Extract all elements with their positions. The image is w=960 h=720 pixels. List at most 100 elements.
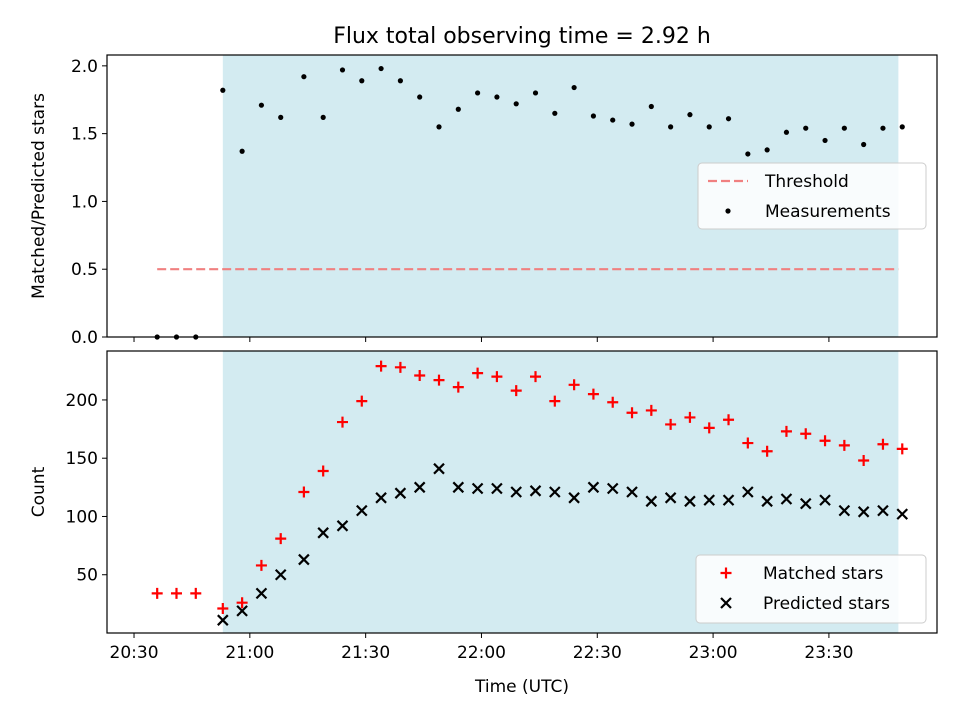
predicted-star-point bbox=[703, 494, 716, 506]
measurement-point bbox=[258, 102, 265, 108]
matched-star-point bbox=[819, 435, 831, 447]
measurement-point bbox=[706, 124, 712, 130]
predicted-star-point bbox=[510, 486, 522, 498]
matched-star-point bbox=[761, 445, 773, 457]
x-axis-label: Time (UTC) bbox=[474, 677, 569, 697]
measurement-point bbox=[278, 114, 284, 120]
predicted-star-point bbox=[375, 492, 387, 504]
matched-star-point bbox=[491, 371, 503, 383]
matched-star-point bbox=[217, 603, 229, 615]
predicted-star-point bbox=[255, 587, 268, 600]
predicted-star-point bbox=[394, 487, 407, 499]
measurement-point bbox=[610, 117, 616, 123]
measurement-point bbox=[648, 103, 654, 110]
y-tick-label: 1.5 bbox=[71, 125, 98, 145]
chart-title: Flux total observing time = 2.92 h bbox=[333, 24, 711, 49]
x-tick-label: 20:30 bbox=[110, 643, 159, 663]
bottom-panel: 50 100 150 200 20:30 21:00 21:30 22:00 22:30 23:0… bbox=[29, 350, 938, 697]
predicted-star-point bbox=[664, 492, 677, 504]
y-tick-label: 1.0 bbox=[71, 192, 98, 212]
matched-star-point bbox=[151, 587, 163, 599]
measurement-point bbox=[880, 125, 886, 131]
legend-matched-swatch bbox=[720, 567, 732, 579]
matched-star-point bbox=[414, 369, 426, 381]
legend-predicted-label: Predicted stars bbox=[763, 594, 890, 614]
matched-star-point bbox=[298, 486, 310, 498]
matched-star-point bbox=[472, 367, 484, 379]
matched-star-point bbox=[236, 597, 248, 609]
measurement-point bbox=[899, 124, 905, 130]
predicted-star-point bbox=[742, 486, 754, 498]
y-tick-label: 50 bbox=[76, 566, 98, 586]
measurement-point bbox=[745, 151, 751, 157]
predicted-star-point bbox=[799, 497, 812, 510]
y-tick-label: 0.0 bbox=[71, 328, 98, 348]
measurement-point bbox=[301, 74, 307, 80]
measurement-point bbox=[359, 78, 365, 84]
plot-frame bbox=[106, 54, 938, 338]
measurement-point bbox=[764, 147, 770, 153]
predicted-star-point bbox=[857, 506, 870, 518]
matched-star-point bbox=[607, 396, 619, 408]
matched-star-point bbox=[742, 437, 754, 449]
matched-star-point bbox=[780, 425, 792, 437]
y-axis-label: Count bbox=[29, 466, 49, 517]
x-tick-label: 21:00 bbox=[225, 643, 274, 663]
matched-star-point bbox=[665, 418, 677, 430]
measurement-point bbox=[494, 94, 500, 100]
measurement-point bbox=[417, 94, 423, 100]
matched-star-point bbox=[587, 388, 599, 400]
measurement-point bbox=[668, 124, 674, 130]
measurement-point bbox=[436, 124, 442, 130]
predicted-star-point bbox=[877, 504, 889, 517]
plot-frame bbox=[106, 350, 938, 634]
measurement-point bbox=[783, 129, 790, 135]
measurement-point bbox=[725, 116, 732, 122]
matched-star-point bbox=[510, 385, 522, 397]
predicted-star-point bbox=[587, 481, 600, 494]
predicted-star-point bbox=[568, 492, 580, 504]
predicted-star-point bbox=[529, 485, 542, 497]
matched-star-point bbox=[800, 428, 812, 440]
x-tick-label: 22:00 bbox=[457, 643, 506, 663]
measurement-point bbox=[239, 148, 245, 154]
measurement-point bbox=[629, 121, 635, 127]
predicted-star-point bbox=[298, 553, 310, 566]
measurement-point bbox=[590, 113, 597, 119]
measurement-point bbox=[841, 125, 847, 131]
x-tick-label: 21:30 bbox=[341, 643, 390, 663]
predicted-star-point bbox=[645, 495, 658, 508]
predicted-star-point bbox=[838, 504, 851, 517]
x-tick-label: 22:30 bbox=[573, 643, 622, 663]
matched-star-point bbox=[190, 587, 202, 599]
top-panel: 0.0 0.5 1.0 1.5 2.0 Matched/Predicted stars Th… bbox=[29, 54, 938, 348]
matched-star-point bbox=[170, 587, 182, 599]
legend-measurement-label: Measurements bbox=[765, 202, 891, 222]
measurement-point bbox=[378, 65, 384, 72]
y-axis-label: Matched/Predicted stars bbox=[29, 93, 49, 299]
matched-star-point bbox=[684, 411, 696, 423]
predicted-star-point bbox=[761, 495, 773, 508]
measurement-point bbox=[475, 90, 481, 96]
predicted-star-point bbox=[491, 482, 503, 495]
y-tick-label: 0.5 bbox=[71, 260, 98, 280]
predicted-star-point bbox=[606, 482, 619, 495]
matched-star-point bbox=[394, 361, 406, 373]
matched-star-point bbox=[275, 533, 287, 545]
measurement-point bbox=[803, 125, 809, 131]
measurement-point bbox=[339, 67, 346, 73]
predicted-star-point bbox=[236, 605, 248, 617]
measurement-point bbox=[320, 114, 326, 120]
matched-star-point bbox=[317, 465, 329, 477]
y-tick-label: 100 bbox=[66, 507, 98, 527]
predicted-star-point bbox=[896, 508, 909, 520]
predicted-star-point bbox=[336, 520, 349, 532]
legend-threshold-label: Threshold bbox=[764, 172, 849, 192]
measurement-point bbox=[822, 137, 828, 144]
x-tick-label: 23:00 bbox=[689, 643, 738, 663]
y-tick-label: 200 bbox=[66, 391, 98, 411]
predicted-star-point bbox=[722, 494, 735, 506]
legend-predicted-swatch bbox=[720, 597, 732, 609]
matched-star-point bbox=[356, 395, 368, 407]
